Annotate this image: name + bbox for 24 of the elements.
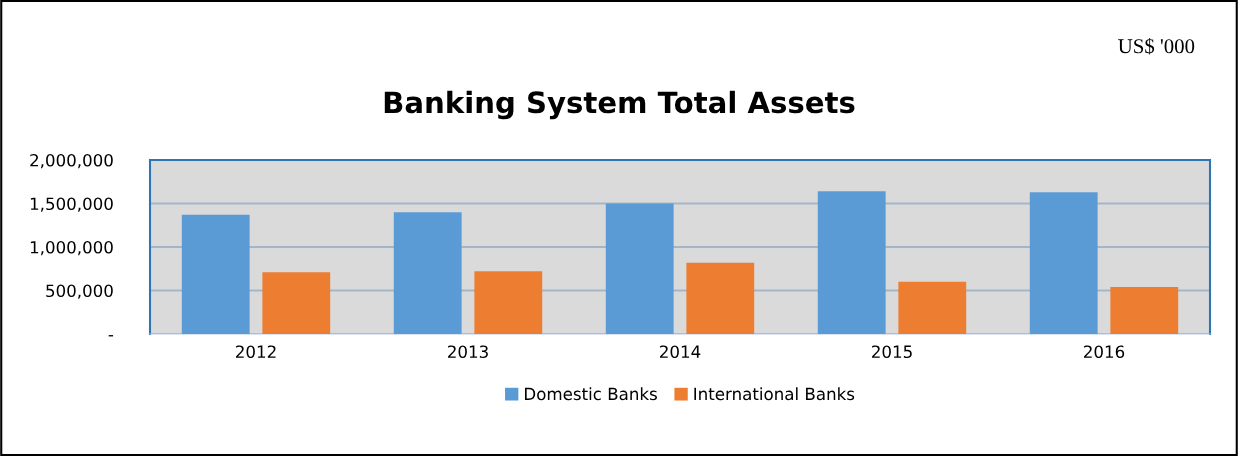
x-tick-label: 2016	[1084, 345, 1125, 359]
bar	[181, 214, 250, 334]
x-tick-label: 2013	[448, 345, 488, 359]
x-tick-label: 2012	[236, 345, 276, 359]
text: US$ '000	[1118, 37, 1195, 55]
bar	[817, 191, 886, 334]
bar	[1029, 192, 1098, 334]
legend-label: International Banks	[694, 387, 855, 401]
x-tick-label: 2014	[660, 345, 701, 359]
bar	[262, 272, 331, 334]
y-tick-label: -	[108, 335, 114, 337]
y-tick-label: 2,000,000	[30, 153, 113, 169]
bar	[898, 281, 967, 334]
x-tick-label: 2015	[872, 345, 912, 359]
y-tick-label: 1,500,000	[30, 197, 113, 212]
y-tick-label: 1,000,000	[30, 240, 113, 256]
bar	[605, 203, 674, 334]
bar	[686, 262, 755, 334]
bar	[474, 271, 543, 334]
bar	[393, 212, 462, 334]
y-tick-label: 500,000	[46, 284, 113, 299]
chart-title: Banking System Total Assets	[384, 90, 855, 120]
bar	[1110, 287, 1179, 334]
legend-label: Domestic Banks	[525, 387, 657, 401]
